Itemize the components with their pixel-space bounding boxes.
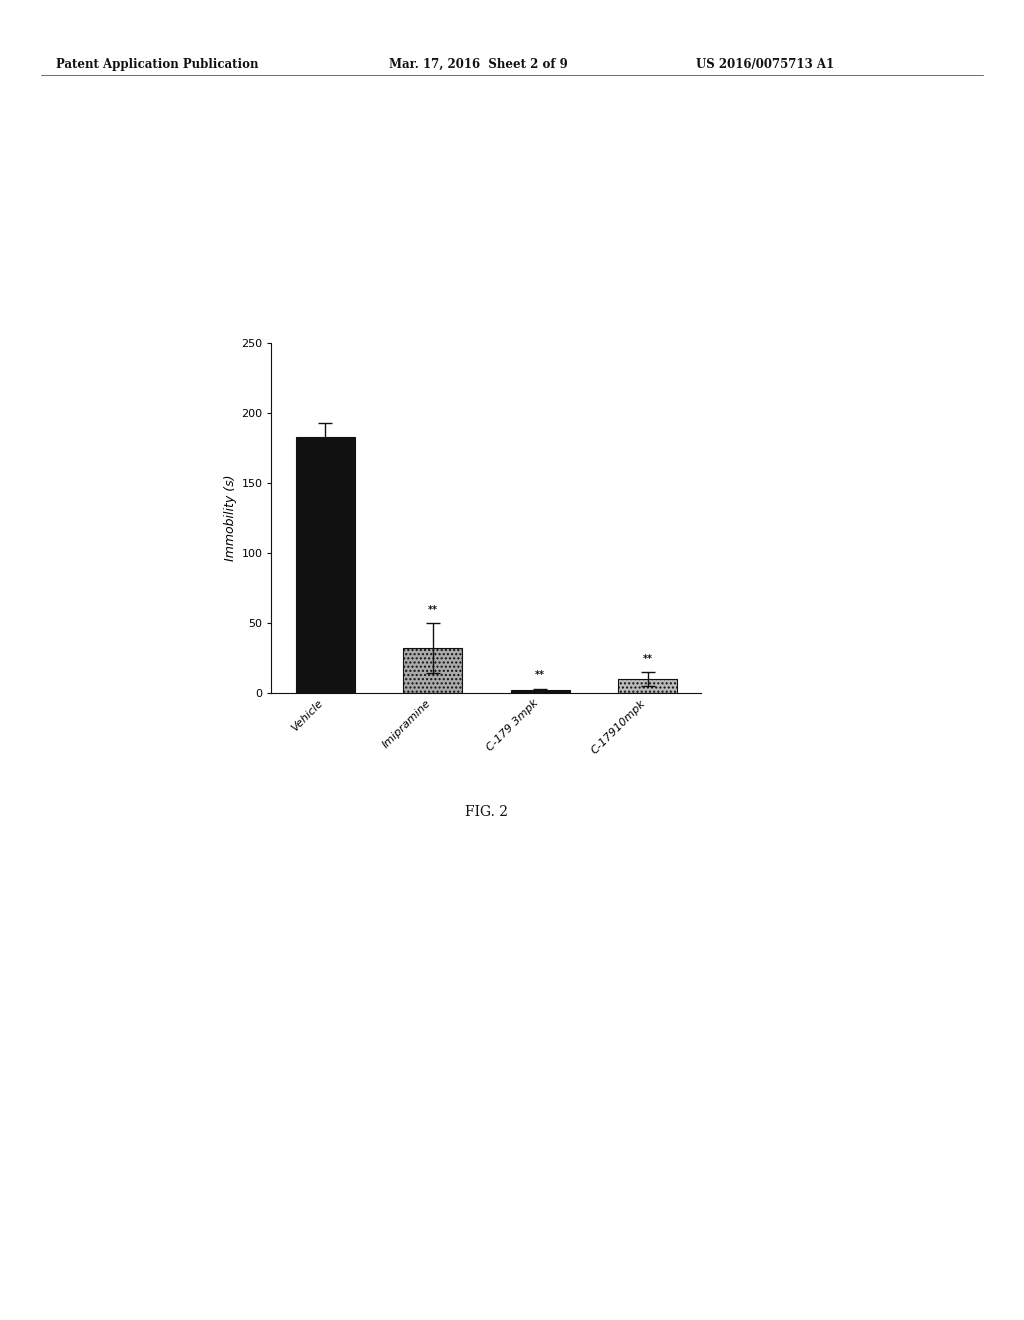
Bar: [296, 437, 354, 693]
Bar: [618, 678, 677, 693]
Text: **: **: [428, 605, 437, 615]
Text: FIG. 2: FIG. 2: [465, 805, 508, 820]
Text: Mar. 17, 2016  Sheet 2 of 9: Mar. 17, 2016 Sheet 2 of 9: [389, 58, 568, 71]
Text: US 2016/0075713 A1: US 2016/0075713 A1: [696, 58, 835, 71]
Y-axis label: Immobility (s): Immobility (s): [224, 475, 237, 561]
Bar: [403, 648, 462, 693]
Bar: [511, 690, 569, 693]
Text: **: **: [643, 653, 652, 664]
Text: Patent Application Publication: Patent Application Publication: [56, 58, 259, 71]
Text: **: **: [536, 671, 545, 680]
